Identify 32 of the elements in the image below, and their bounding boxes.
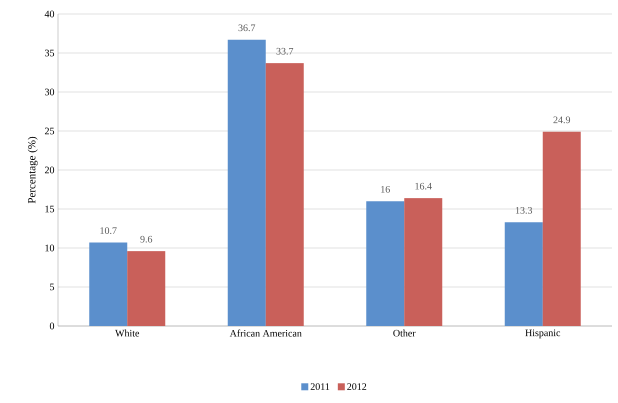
bar bbox=[404, 198, 442, 326]
data-label: 16.4 bbox=[415, 182, 432, 190]
y-axis-title: Percentage (%) bbox=[28, 136, 38, 204]
data-label: 33.7 bbox=[276, 48, 294, 55]
bar bbox=[228, 40, 266, 326]
data-label: 13.3 bbox=[516, 207, 532, 214]
x-tick-label: Hispanic bbox=[525, 330, 560, 338]
x-tick-label: Other bbox=[393, 330, 416, 337]
y-tick-label: 30 bbox=[45, 88, 54, 96]
bar bbox=[89, 242, 128, 326]
data-label: 36.7 bbox=[238, 24, 256, 32]
y-tick-label: 0 bbox=[50, 322, 54, 330]
x-tick-label: White bbox=[115, 330, 140, 337]
legend-label: 2012 bbox=[347, 383, 366, 390]
y-tick-label: 40 bbox=[44, 10, 54, 18]
y-tick-label: 5 bbox=[50, 284, 54, 290]
y-tick-label: 35 bbox=[45, 50, 54, 56]
bar bbox=[542, 132, 581, 326]
bar bbox=[266, 63, 304, 326]
y-tick-label: 25 bbox=[44, 128, 54, 134]
bar bbox=[127, 251, 166, 326]
y-tick-label: 20 bbox=[44, 166, 54, 174]
y-tick-label: 10 bbox=[45, 244, 54, 252]
data-label: 16 bbox=[381, 186, 390, 193]
legend-label: 2011 bbox=[310, 383, 330, 390]
x-tick-label: African American bbox=[230, 330, 302, 337]
data-label: 9.6 bbox=[140, 236, 152, 243]
y-tick-label: 15 bbox=[45, 206, 54, 212]
bar bbox=[504, 222, 543, 326]
bar bbox=[366, 201, 404, 326]
data-label: 24.9 bbox=[553, 116, 570, 124]
data-label: 10.7 bbox=[100, 227, 117, 234]
